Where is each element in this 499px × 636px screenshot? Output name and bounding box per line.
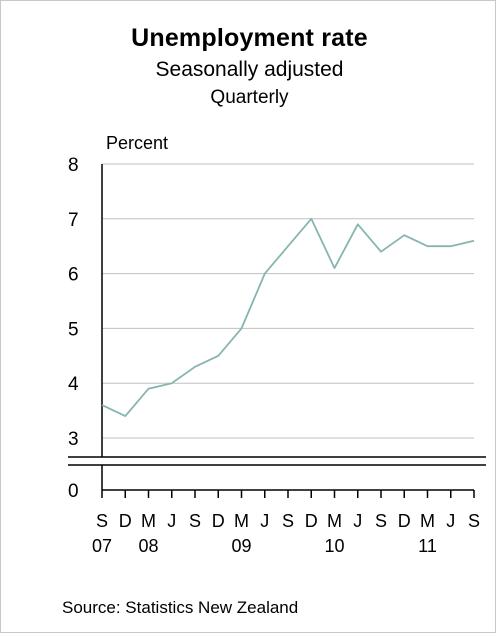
x-tick-label: S [375,511,387,531]
y-tick-label: 8 [68,155,79,176]
x-tick-label: S [468,511,480,531]
x-tick-label: M [420,511,435,531]
chart-frequency: Quarterly [210,87,289,108]
y-tick-label: 5 [68,319,79,340]
x-tick-label: M [234,511,249,531]
x-year-label: 11 [418,536,437,556]
x-tick-label: J [260,511,269,531]
y-tick-label: 0 [68,481,79,502]
x-tick-label: D [119,511,132,531]
x-tick-label: D [212,511,225,531]
x-year-label: 10 [324,536,344,556]
y-tick-label: 6 [68,265,79,286]
y-tick-label: 3 [68,429,79,450]
chart-title: Unemployment rate [131,24,368,52]
x-year-label: 08 [138,536,158,556]
x-tick-label: M [327,511,342,531]
y-axis-label: Percent [106,133,169,153]
x-tick-label: M [141,511,156,531]
x-tick-label: S [96,511,108,531]
x-tick-label: J [167,511,176,531]
x-tick-label: S [282,511,294,531]
x-year-label: 07 [92,536,112,556]
series-line [101,217,475,418]
x-tick-label: J [353,511,362,531]
y-tick-label: 7 [68,210,79,231]
chart-subtitle: Seasonally adjusted [155,58,344,81]
x-tick-label: D [305,511,318,531]
x-tick-label: D [398,511,411,531]
x-year-label: 09 [231,536,251,556]
x-tick-label: S [189,511,201,531]
x-tick-label: J [446,511,455,531]
y-tick-label: 4 [68,374,79,395]
source-note: Source: Statistics New Zealand [62,598,299,617]
